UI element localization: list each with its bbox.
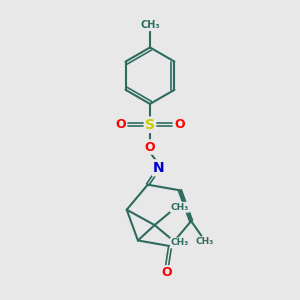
Text: O: O (145, 140, 155, 154)
Text: CH₃: CH₃ (140, 20, 160, 30)
Text: CH₃: CH₃ (195, 237, 214, 246)
Text: O: O (162, 266, 172, 279)
Text: N: N (153, 161, 165, 175)
Text: S: S (145, 118, 155, 132)
Text: O: O (174, 118, 185, 131)
Text: N: N (153, 161, 165, 175)
Text: CH₃: CH₃ (171, 203, 189, 212)
Text: CH₃: CH₃ (171, 238, 189, 247)
Text: O: O (115, 118, 126, 131)
